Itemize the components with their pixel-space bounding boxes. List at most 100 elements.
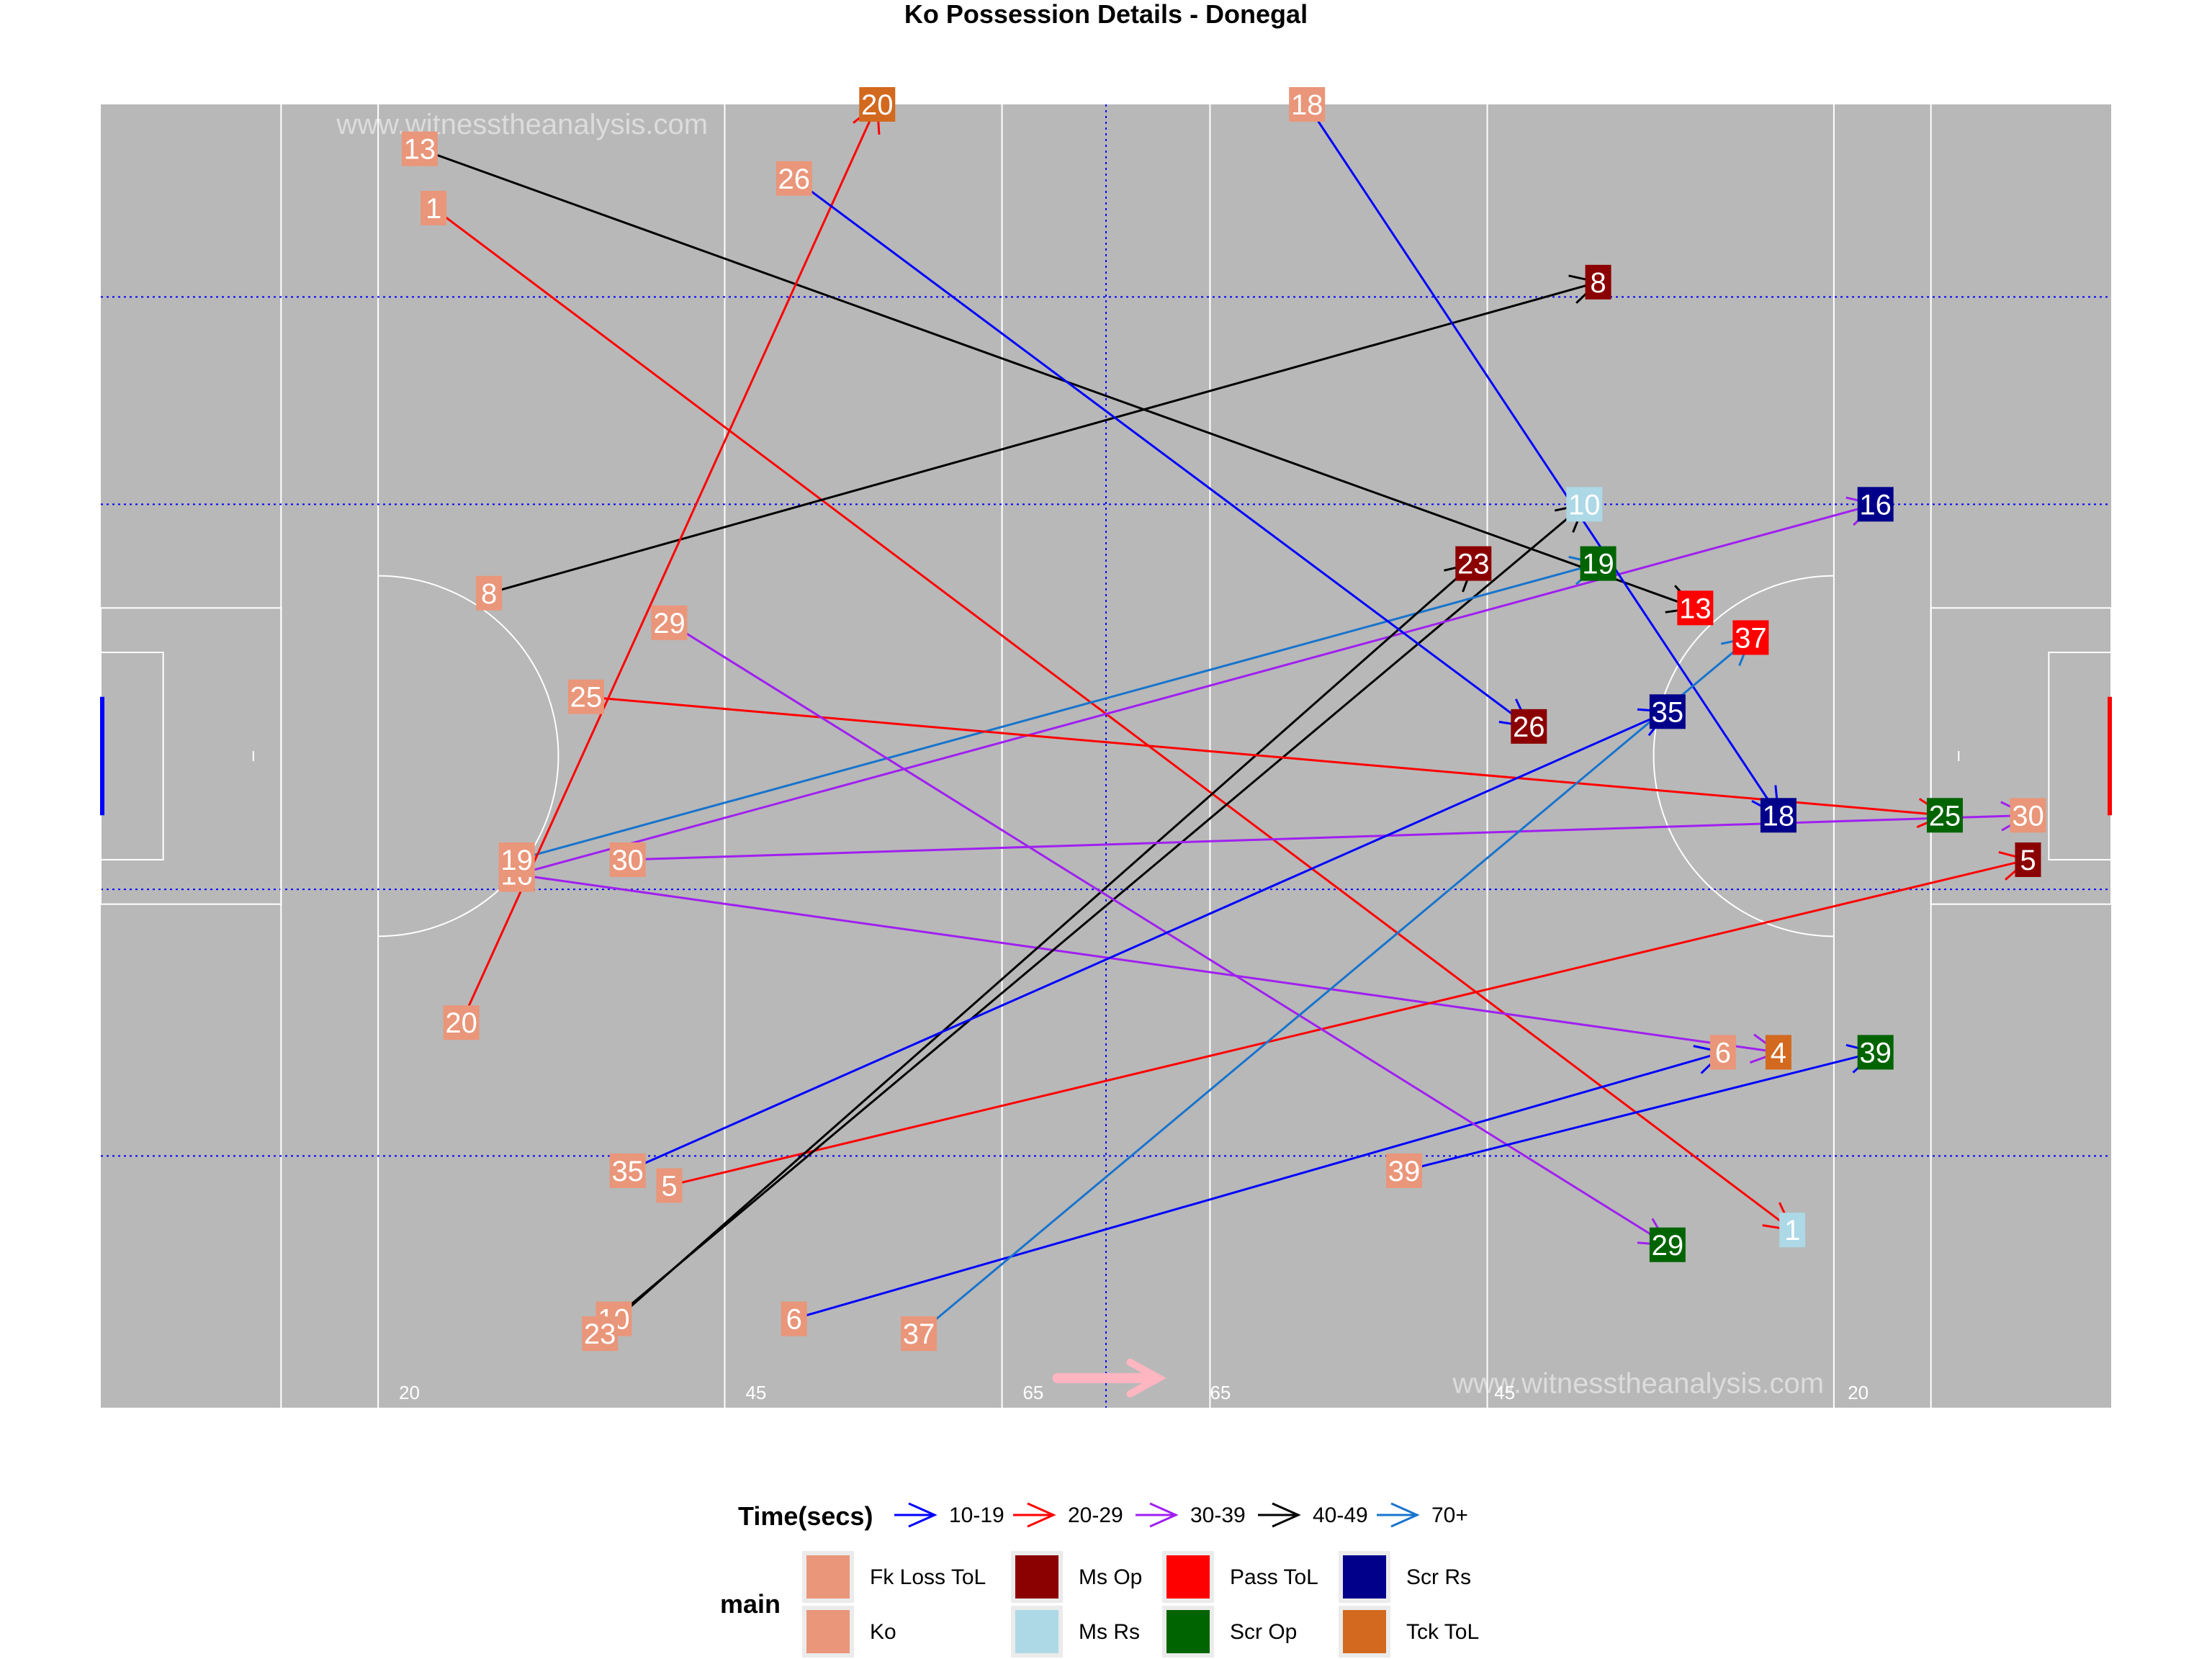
- start-label: 26: [775, 161, 812, 196]
- svg-text:30: 30: [2012, 800, 2044, 832]
- end-label: 16: [1857, 487, 1894, 522]
- watermark: www.witnesstheanalysis.com: [1452, 1367, 1824, 1399]
- end-label: 25: [1926, 798, 1963, 833]
- legend-time-item: 70+: [1377, 1502, 1468, 1528]
- svg-text:40-49: 40-49: [1313, 1503, 1368, 1527]
- svg-text:6: 6: [1715, 1037, 1731, 1069]
- end-label: 1: [1779, 1213, 1806, 1248]
- svg-text:20: 20: [445, 1007, 477, 1039]
- svg-text:29: 29: [653, 608, 685, 639]
- chart-title: Ko Possession Details - Donegal: [904, 0, 1308, 29]
- start-label: 19: [498, 842, 535, 877]
- svg-text:39: 39: [1388, 1156, 1421, 1187]
- start-label: 6: [781, 1301, 807, 1336]
- legend-main-title: main: [720, 1589, 781, 1619]
- svg-text:Ms Op: Ms Op: [1079, 1565, 1142, 1589]
- legend-time-item: 30-39: [1136, 1502, 1246, 1528]
- end-label: 39: [1857, 1035, 1894, 1070]
- legend-main-item: Pass ToL: [1162, 1551, 1318, 1603]
- arc-left: [378, 575, 559, 938]
- svg-text:Pass ToL: Pass ToL: [1230, 1565, 1318, 1589]
- legend-main-item: Ms Rs: [1011, 1606, 1140, 1658]
- svg-text:8: 8: [481, 578, 497, 610]
- end-label: 4: [1765, 1035, 1791, 1070]
- svg-text:19: 19: [500, 845, 533, 876]
- start-label: 25: [567, 679, 604, 714]
- legend-time-item: 10-19: [894, 1502, 1004, 1528]
- start-label: 35: [609, 1153, 646, 1188]
- legend-main-item: Tck ToL: [1339, 1606, 1479, 1658]
- legend-time-item: 20-29: [1013, 1502, 1123, 1528]
- svg-text:19: 19: [1582, 549, 1614, 580]
- start-label: 37: [901, 1316, 938, 1352]
- svg-text:20: 20: [861, 89, 894, 121]
- end-label: 30: [2010, 798, 2046, 833]
- legend-main-item: Ko: [802, 1606, 896, 1658]
- svg-text:Ko: Ko: [870, 1620, 896, 1644]
- start-label: 20: [443, 1005, 480, 1040]
- end-label: 19: [1580, 546, 1617, 581]
- start-label: 39: [1385, 1153, 1422, 1188]
- svg-text:25: 25: [1929, 800, 1961, 832]
- svg-text:13: 13: [1679, 593, 1712, 624]
- svg-text:1: 1: [1784, 1215, 1800, 1246]
- svg-text:5: 5: [661, 1170, 677, 1202]
- legend-main-item: Fk Loss ToL: [802, 1551, 986, 1603]
- svg-text:10-19: 10-19: [949, 1503, 1004, 1527]
- distance-label: 65: [1210, 1382, 1231, 1403]
- legend-time-item: 40-49: [1258, 1502, 1368, 1528]
- end-label: 13: [1677, 590, 1714, 626]
- start-label: 18: [1289, 87, 1326, 122]
- svg-text:29: 29: [1652, 1230, 1684, 1262]
- end-label: 8: [1585, 264, 1611, 300]
- arrows-layer: [419, 102, 2031, 1335]
- svg-text:37: 37: [1735, 622, 1767, 654]
- svg-text:13: 13: [404, 134, 436, 166]
- distance-label: 45: [745, 1382, 766, 1403]
- end-label: 37: [1732, 620, 1769, 655]
- distance-label: 65: [1022, 1382, 1043, 1403]
- svg-text:39: 39: [1859, 1037, 1892, 1069]
- svg-text:35: 35: [1652, 696, 1684, 728]
- distance-label: 20: [1848, 1382, 1869, 1403]
- svg-text:10: 10: [1568, 489, 1601, 521]
- start-label: 29: [651, 605, 688, 640]
- svg-text:23: 23: [1457, 549, 1490, 580]
- legend-main-item: Ms Op: [1011, 1551, 1142, 1603]
- svg-text:4: 4: [1771, 1037, 1786, 1069]
- svg-text:26: 26: [778, 163, 811, 195]
- svg-text:Scr Rs: Scr Rs: [1406, 1565, 1471, 1589]
- labels-layer: 1144556688101013131616181819192020232325…: [401, 87, 2046, 1352]
- legend-main-item: Scr Op: [1162, 1606, 1297, 1658]
- end-label: 29: [1649, 1227, 1686, 1262]
- start-label: 8: [476, 575, 503, 611]
- end-label: 6: [1709, 1035, 1736, 1070]
- direction-arrow: [1052, 1358, 1166, 1398]
- svg-text:Ms Rs: Ms Rs: [1079, 1620, 1140, 1644]
- svg-text:35: 35: [611, 1156, 644, 1187]
- end-label: 26: [1511, 709, 1547, 744]
- start-label: 30: [609, 842, 646, 877]
- distance-label: 20: [399, 1382, 420, 1403]
- svg-text:18: 18: [1291, 89, 1323, 121]
- end-label: 23: [1455, 546, 1492, 581]
- svg-text:70+: 70+: [1431, 1503, 1468, 1527]
- arc-right: [1653, 575, 1834, 938]
- svg-text:1: 1: [426, 193, 441, 225]
- start-label: 23: [582, 1316, 619, 1352]
- svg-text:30: 30: [611, 845, 644, 876]
- legend: Time(secs) 10-19 20-29 30-39 40-49 70+ main Fk …: [720, 1501, 1479, 1658]
- svg-text:8: 8: [1590, 267, 1606, 299]
- svg-text:30-39: 30-39: [1190, 1503, 1246, 1527]
- end-label: 18: [1760, 798, 1797, 833]
- svg-text:6: 6: [786, 1304, 802, 1336]
- svg-text:18: 18: [1763, 800, 1795, 832]
- start-label: 5: [656, 1168, 683, 1203]
- svg-text:37: 37: [903, 1318, 935, 1350]
- svg-text:Tck ToL: Tck ToL: [1406, 1620, 1479, 1644]
- distance-label: 45: [1494, 1382, 1515, 1403]
- pitch: 20 45 65 65 45 20www.witnesstheanalysis.comww…: [100, 104, 2113, 1408]
- end-label: 35: [1649, 694, 1686, 729]
- end-label: 5: [2015, 842, 2041, 877]
